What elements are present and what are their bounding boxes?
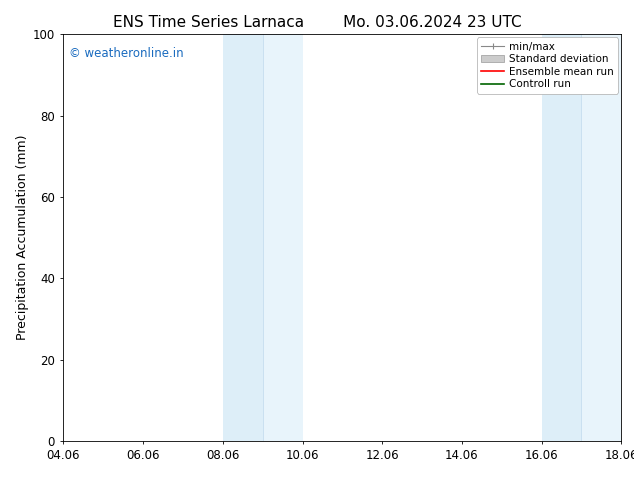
Y-axis label: Precipitation Accumulation (mm): Precipitation Accumulation (mm) [16,135,29,341]
Bar [262,34,302,441]
Bar [541,34,581,441]
Text: ENS Time Series Larnaca        Mo. 03.06.2024 23 UTC: ENS Time Series Larnaca Mo. 03.06.2024 2… [113,15,521,30]
Text: © weatheronline.in: © weatheronline.in [69,47,184,59]
Bar [581,34,634,441]
Bar [223,34,262,441]
Legend: min/max, Standard deviation, Ensemble mean run, Controll run: min/max, Standard deviation, Ensemble me… [477,37,618,94]
